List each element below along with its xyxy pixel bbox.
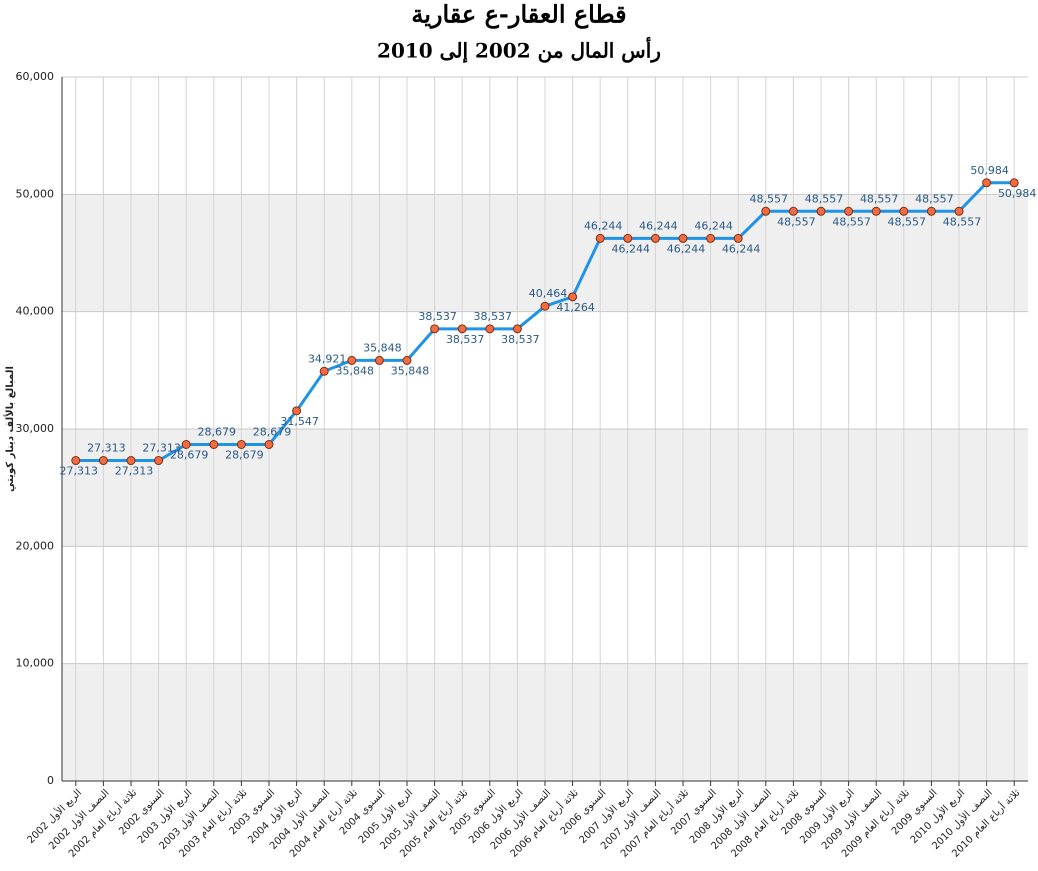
data-label: 28,679 — [170, 448, 209, 461]
data-point — [319, 366, 329, 376]
data-point — [236, 439, 246, 449]
data-label: 48,557 — [832, 215, 871, 228]
data-point — [926, 206, 936, 216]
data-point — [788, 206, 798, 216]
data-label: 46,244 — [667, 242, 706, 255]
data-label: 28,679 — [253, 425, 292, 438]
data-point — [954, 206, 964, 216]
data-label: 48,557 — [750, 192, 789, 205]
data-label: 48,557 — [943, 215, 982, 228]
data-point — [623, 233, 633, 243]
data-point — [595, 233, 605, 243]
data-label: 48,557 — [777, 215, 816, 228]
data-point — [982, 178, 992, 188]
data-point — [871, 206, 881, 216]
data-label: 38,537 — [418, 310, 457, 323]
data-label: 48,557 — [860, 192, 899, 205]
data-point — [678, 233, 688, 243]
data-point — [402, 355, 412, 365]
data-label: 38,537 — [474, 310, 513, 323]
data-label: 35,848 — [391, 364, 430, 377]
data-label: 31,547 — [280, 415, 319, 428]
data-point — [430, 324, 440, 334]
data-label: 38,537 — [446, 333, 485, 346]
data-point — [899, 206, 909, 216]
y-axis-label: المبالغ بالألف دينار كويتي — [3, 366, 16, 492]
data-label: 41,264 — [556, 301, 595, 314]
data-point — [1009, 178, 1019, 188]
data-label: 34,921 — [308, 352, 347, 365]
data-point — [457, 324, 467, 334]
data-point — [98, 456, 108, 466]
data-label: 48,557 — [888, 215, 927, 228]
data-point — [264, 439, 274, 449]
y-tick-label: 0 — [47, 774, 54, 787]
chart-title: قطاع العقار-ع عقارية — [411, 0, 626, 30]
data-label: 48,557 — [805, 192, 844, 205]
y-tick-label: 40,000 — [16, 305, 55, 318]
data-point — [292, 406, 302, 416]
data-label: 46,244 — [722, 242, 761, 255]
data-label: 38,537 — [501, 333, 540, 346]
data-label: 46,244 — [584, 219, 623, 232]
data-label: 27,313 — [60, 465, 99, 478]
data-point — [761, 206, 771, 216]
data-point — [733, 233, 743, 243]
data-label: 27,313 — [115, 465, 154, 478]
data-point — [485, 324, 495, 334]
data-point — [512, 324, 522, 334]
data-label: 27,313 — [87, 442, 126, 455]
y-tick-label: 10,000 — [16, 657, 55, 670]
data-label: 35,848 — [363, 341, 402, 354]
data-point — [209, 439, 219, 449]
data-label: 40,464 — [529, 287, 568, 300]
data-point — [568, 292, 578, 302]
y-tick-label: 50,000 — [16, 187, 55, 200]
data-label: 46,244 — [639, 219, 678, 232]
data-label: 48,557 — [915, 192, 954, 205]
data-point — [126, 456, 136, 466]
data-label: 50,984 — [998, 187, 1037, 200]
y-tick-label: 20,000 — [16, 539, 55, 552]
data-point — [71, 456, 81, 466]
data-label: 46,244 — [694, 219, 733, 232]
data-label: 46,244 — [612, 242, 651, 255]
data-point — [540, 301, 550, 311]
data-label: 28,679 — [198, 425, 237, 438]
data-point — [154, 456, 164, 466]
chart-subtitle: رأس المال من 2002 إلى 2010 — [377, 37, 661, 64]
data-point — [650, 233, 660, 243]
data-point — [816, 206, 826, 216]
data-point — [347, 355, 357, 365]
data-point — [374, 355, 384, 365]
data-label: 28,679 — [225, 448, 264, 461]
data-point — [181, 439, 191, 449]
data-point — [844, 206, 854, 216]
data-label: 27,313 — [142, 442, 181, 455]
y-tick-label: 30,000 — [16, 422, 55, 435]
data-point — [706, 233, 716, 243]
data-label: 50,984 — [970, 164, 1009, 177]
y-tick-label: 60,000 — [16, 70, 55, 83]
data-label: 35,848 — [336, 364, 375, 377]
